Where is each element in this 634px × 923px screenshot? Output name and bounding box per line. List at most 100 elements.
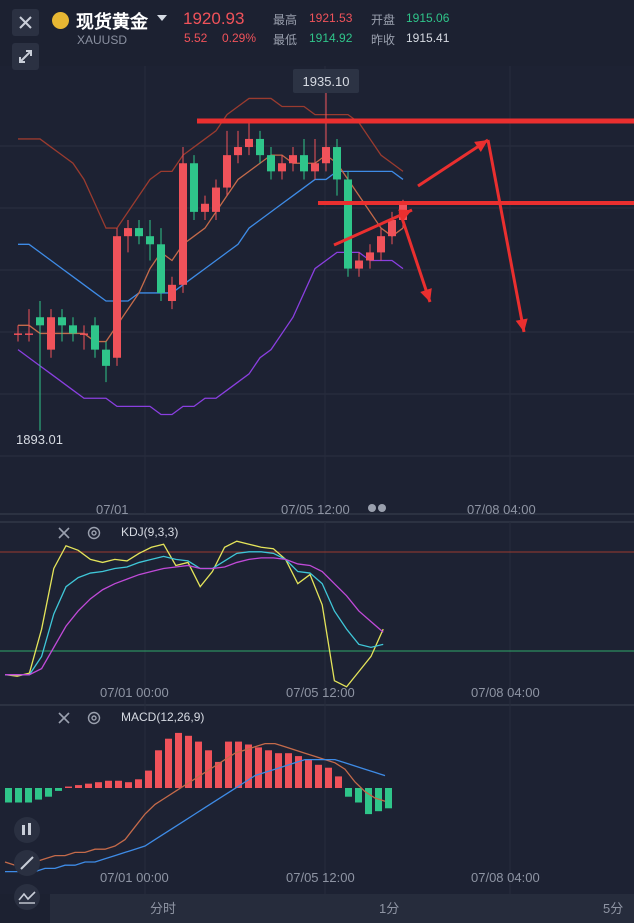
candle	[124, 228, 132, 237]
macd-bar	[105, 780, 112, 788]
macd-bar	[215, 761, 222, 788]
scroll-dot	[368, 504, 376, 512]
candle	[168, 284, 176, 302]
timeframe-5min[interactable]: 5分	[603, 901, 624, 916]
shrink-button[interactable]	[12, 43, 39, 70]
kdj-x-tick: 07/01 00:00	[100, 685, 169, 700]
arrow-down-long	[486, 139, 526, 333]
macd-pane	[0, 705, 634, 894]
candle	[135, 228, 143, 237]
macd-bar	[295, 756, 302, 788]
macd-x-tick: 07/01 00:00	[100, 870, 169, 885]
candle	[234, 147, 242, 156]
macd-bar	[315, 764, 322, 788]
candle	[388, 219, 396, 237]
macd-bar	[185, 735, 192, 788]
candle	[377, 236, 385, 253]
candle	[278, 163, 286, 172]
arrow-down-short	[398, 211, 432, 303]
macd-bar	[125, 782, 132, 788]
instrument-symbol: XAUUSD	[77, 33, 128, 47]
main-x-tick: 07/01	[96, 502, 129, 517]
arrow-down-long-head	[515, 318, 528, 332]
open-value: 1915.06	[406, 11, 450, 25]
arrow-down-short-head	[420, 288, 432, 302]
candle	[58, 317, 66, 326]
boll-upper-line	[18, 97, 404, 229]
kdj-line-0	[4, 540, 384, 688]
open-label: 开盘	[371, 13, 396, 27]
macd-bar	[305, 759, 312, 788]
macd-bar	[35, 788, 42, 800]
macd-x-tick: 07/05 12:00	[286, 870, 355, 885]
candle	[289, 155, 297, 164]
macd-bar	[165, 738, 172, 788]
macd-bar	[385, 788, 392, 809]
macd-bar	[265, 750, 272, 788]
kdj-line-2	[5, 557, 384, 676]
kdj-title: KDJ(9,3,3)	[121, 525, 179, 539]
candle	[355, 260, 363, 269]
close-macd-icon[interactable]	[57, 711, 71, 725]
arrow-up-long-head	[474, 140, 488, 153]
candle	[333, 147, 341, 180]
candle	[223, 155, 231, 188]
candle	[80, 333, 88, 335]
macd-bar	[255, 747, 262, 788]
macd-bar	[365, 788, 372, 815]
instrument-title[interactable]: 现货黄金	[76, 12, 148, 32]
gear-icon[interactable]	[87, 526, 101, 540]
candle	[157, 244, 165, 293]
macd-bar	[45, 788, 52, 797]
macd-bar	[275, 753, 282, 788]
candle	[267, 155, 275, 172]
main-pane	[0, 66, 634, 522]
close-button[interactable]	[12, 9, 39, 36]
timeframe-bar	[50, 894, 634, 923]
candle	[69, 325, 77, 334]
candle	[300, 155, 308, 172]
candle	[201, 203, 209, 212]
candle	[322, 147, 330, 164]
macd-bar	[205, 750, 212, 788]
prev-close-value: 1915.41	[406, 31, 450, 45]
main-x-tick: 07/05 12:00	[281, 502, 350, 517]
macd-bar	[235, 741, 242, 788]
timeframe-1min[interactable]: 1分	[379, 901, 400, 916]
gold-icon	[52, 12, 69, 29]
macd-bar	[95, 782, 102, 788]
kdj-line-1	[5, 551, 384, 676]
kdj-x-tick: 07/08 04:00	[471, 685, 540, 700]
chevron-down-icon[interactable]	[157, 15, 167, 21]
macd-bar	[55, 788, 62, 791]
kdj-x-tick: 07/05 12:00	[286, 685, 355, 700]
arrow-up-long	[417, 138, 489, 188]
candlestick-tool-icon[interactable]	[14, 817, 40, 843]
gear-icon[interactable]	[87, 711, 101, 725]
macd-bar	[345, 788, 352, 797]
candle	[190, 163, 198, 212]
macd-x-tick: 07/08 04:00	[471, 870, 540, 885]
macd-bar	[115, 780, 122, 788]
macd-bar	[225, 741, 232, 788]
last-price: 1920.93	[183, 9, 245, 28]
pen-icon[interactable]	[14, 850, 40, 876]
candle	[25, 333, 33, 335]
timeframe-tick[interactable]: 分时	[150, 901, 177, 916]
indicator-icon[interactable]	[14, 884, 40, 910]
low-value: 1914.92	[309, 31, 353, 45]
macd-bar	[245, 744, 252, 788]
high-value: 1921.53	[309, 11, 353, 25]
candle	[146, 236, 154, 245]
kdj-pane	[0, 522, 634, 705]
scroll-dot	[378, 504, 386, 512]
macd-title: MACD(12,26,9)	[121, 710, 205, 724]
close-kdj-icon[interactable]	[57, 526, 71, 540]
macd-bar	[285, 753, 292, 788]
shrink-icon	[19, 50, 32, 63]
macd-dea-line	[5, 758, 386, 873]
high-label: 最高	[273, 13, 298, 27]
macd-bar	[5, 788, 12, 803]
candle	[212, 187, 220, 212]
macd-bar	[145, 770, 152, 788]
